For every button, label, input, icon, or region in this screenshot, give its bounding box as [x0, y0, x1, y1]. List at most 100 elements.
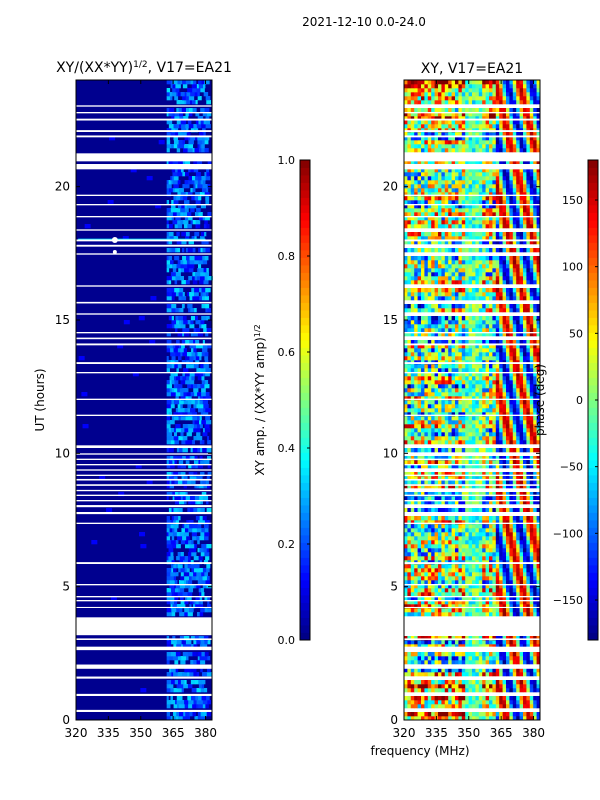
phase-cell — [509, 448, 514, 453]
amplitude-cell — [185, 440, 189, 445]
amplitude-cell — [199, 400, 204, 405]
phase-cell — [516, 292, 520, 297]
phase-cell — [485, 288, 490, 293]
phase-cell — [475, 556, 480, 561]
phase-cell — [482, 644, 486, 649]
phase-cell — [523, 400, 527, 405]
amplitude-cell — [202, 584, 207, 589]
phase-cell — [407, 380, 412, 385]
phase-cell — [536, 456, 541, 461]
phase-cell — [492, 364, 497, 369]
amplitude-cell — [166, 268, 170, 273]
amplitude-cell — [171, 168, 176, 173]
phase-cell — [509, 308, 514, 313]
phase-cell — [478, 656, 483, 661]
phase-cell — [529, 680, 534, 685]
phase-cell — [523, 432, 527, 437]
phase-cell — [404, 672, 408, 677]
amplitude-cell — [205, 116, 210, 121]
phase-cell — [502, 392, 507, 397]
phase-cell — [509, 400, 514, 405]
phase-cell — [441, 520, 446, 525]
amplitude-cell — [172, 492, 176, 497]
phase-cell — [492, 388, 497, 393]
phase-cell — [526, 572, 531, 577]
phase-cell — [482, 436, 486, 441]
phase-cell — [526, 584, 531, 589]
phase-cell — [478, 572, 483, 577]
amplitude-cell — [169, 668, 172, 673]
phase-cell — [509, 688, 514, 693]
amplitude-cell — [169, 292, 173, 297]
phase-cell — [451, 544, 456, 549]
amplitude-cell — [166, 532, 169, 537]
phase-cell — [431, 524, 435, 529]
amplitude-cell — [187, 592, 193, 597]
phase-cell — [414, 700, 418, 705]
amplitude-colorbar-swatch — [300, 430, 310, 438]
amplitude-cell — [193, 556, 199, 561]
amplitude-cell — [166, 160, 169, 165]
phase-cell — [468, 344, 473, 349]
amplitude-cell — [179, 508, 183, 513]
phase-cell — [485, 672, 490, 677]
phase-cell — [485, 424, 490, 429]
amplitude-cell — [139, 532, 146, 537]
phase-cell — [444, 404, 449, 409]
phase-cell — [536, 384, 541, 389]
phase-cell — [455, 356, 459, 361]
phase-cell — [404, 424, 408, 429]
phase-cell — [441, 716, 446, 721]
phase-cell — [519, 704, 524, 709]
phase-cell — [444, 696, 449, 701]
phase-cell — [516, 404, 520, 409]
amplitude-cell — [185, 456, 190, 461]
amplitude-cell — [177, 220, 181, 225]
amplitude-cell — [166, 612, 172, 617]
phase-cell — [485, 500, 490, 505]
phase-cell — [444, 400, 449, 405]
phase-cell — [489, 520, 493, 525]
phase-cell — [444, 588, 449, 593]
phase-cell — [417, 412, 422, 417]
phase-cell — [424, 420, 429, 425]
amplitude-cell — [184, 612, 189, 617]
phase-cell — [512, 684, 517, 689]
amplitude-cell — [171, 308, 176, 313]
phase-cell — [523, 656, 527, 661]
phase-cell — [438, 384, 442, 389]
phase-cell — [444, 456, 449, 461]
phase-cell — [404, 296, 408, 301]
amplitude-cell — [206, 136, 210, 141]
phase-cell — [482, 528, 486, 533]
phase-cell — [492, 588, 497, 593]
amplitude-cell — [171, 288, 175, 293]
phase-cell — [451, 668, 456, 673]
phase-cell — [421, 656, 425, 661]
phase-cell — [431, 288, 435, 293]
amplitude-cell — [193, 292, 199, 297]
amplitude-colorbar-swatch — [300, 482, 310, 491]
amplitude-cell — [177, 144, 180, 149]
phase-cell — [512, 376, 517, 381]
phase-cell — [478, 536, 483, 541]
amplitude-cell — [179, 288, 184, 293]
phase-cell — [438, 464, 442, 469]
phase-cell — [519, 376, 524, 381]
amplitude-cell — [187, 224, 192, 229]
phase-cell — [492, 400, 497, 405]
amplitude-colorbar-swatch — [300, 212, 310, 221]
phase-cell — [431, 308, 435, 313]
phase-cell — [509, 652, 514, 657]
phase-cell — [499, 472, 503, 477]
phase-cell — [444, 524, 449, 529]
phase-cell — [472, 696, 476, 701]
phase-cell — [414, 392, 418, 397]
phase-cell — [407, 384, 412, 389]
phase-cell — [444, 288, 449, 293]
phase-cell — [512, 460, 517, 465]
phase-cell — [489, 656, 493, 661]
phase-cell — [417, 540, 422, 545]
amplitude-cell — [184, 408, 188, 413]
phase-cell — [424, 380, 429, 385]
